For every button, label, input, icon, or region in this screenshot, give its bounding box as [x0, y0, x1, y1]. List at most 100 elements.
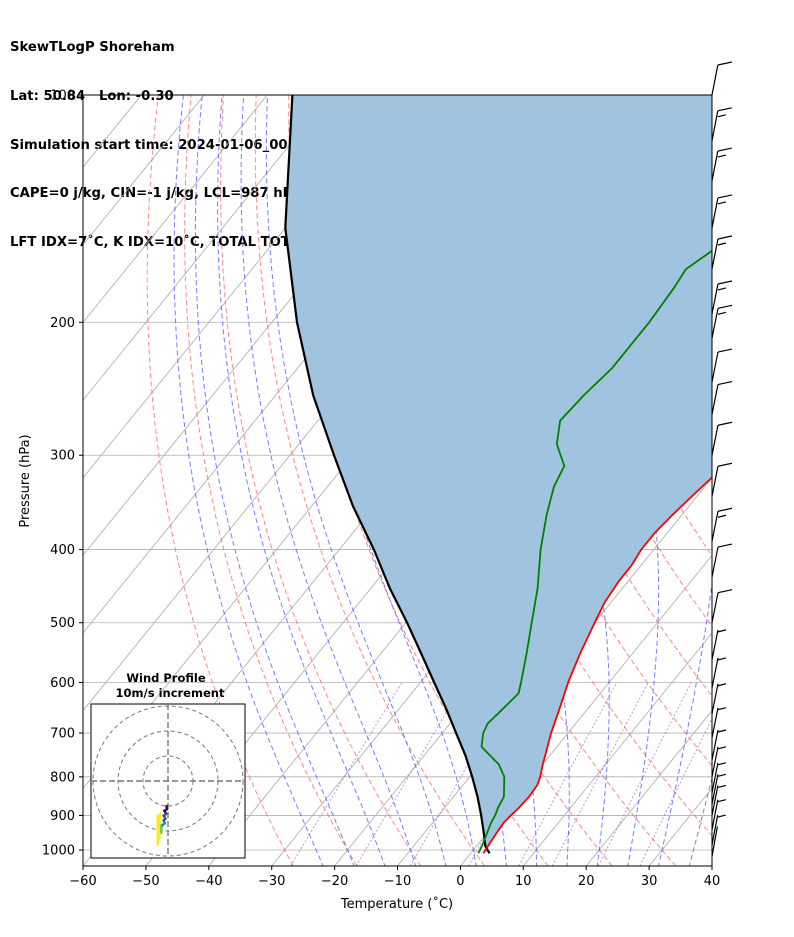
wind-barb-half — [717, 799, 726, 803]
wind-barb-shaft — [711, 64, 719, 96]
wind-barb-half — [717, 657, 727, 661]
wind-barb-shaft — [711, 466, 719, 497]
wind-barb — [711, 762, 727, 793]
moist-adiabat — [265, 95, 447, 866]
wind-barb-flag — [717, 280, 733, 285]
moist-adiabat — [173, 95, 324, 866]
wind-barb — [711, 629, 727, 661]
wind-barb — [711, 61, 732, 96]
wind-barb — [711, 107, 732, 141]
isotherm-line — [775, 95, 794, 866]
wind-barb-shaft — [711, 150, 719, 182]
wind-barb-flag — [717, 462, 733, 467]
wind-barb-flag — [717, 194, 733, 199]
dry-adiabat — [711, 95, 712, 97]
y-tick-label: 300 — [50, 449, 75, 464]
wind-barb — [711, 773, 727, 805]
wind-barb-shaft — [711, 762, 719, 793]
wind-barb — [711, 421, 733, 456]
x-axis: −60 −50 −40 −30 −20 −10 0 10 20 30 40 — [69, 866, 720, 889]
x-tick-label: −30 — [258, 874, 285, 889]
inset-subtitle: 10m/s increment — [116, 686, 225, 700]
wind-barb-half — [717, 287, 727, 291]
chart-title: SkewTLogP Shoreham — [10, 40, 175, 56]
profile-lines — [284, 95, 712, 854]
wind-barb-half — [717, 629, 727, 633]
isotherm-line — [711, 865, 712, 866]
wind-barb-flag — [717, 507, 733, 512]
dry-adiabat — [777, 95, 794, 866]
wind-barb-flag — [717, 304, 733, 309]
wind-barb-half — [717, 201, 727, 205]
wind-barb-flag — [717, 235, 733, 240]
dry-adiabat — [184, 95, 358, 866]
y-tick-label: 100 — [50, 89, 75, 104]
y-tick-label: 1000 — [42, 844, 75, 859]
y-tick-label: 500 — [50, 616, 75, 631]
wind-barb — [711, 348, 733, 383]
dry-adiabat — [220, 95, 422, 866]
y-tick-label: 600 — [50, 676, 75, 691]
wind-barb-flag — [717, 61, 732, 66]
wind-barb — [711, 304, 733, 339]
wind-barb-shaft — [711, 351, 719, 383]
parcel-path-line — [284, 95, 491, 854]
moist-adiabat — [240, 95, 417, 866]
wind-barb-flag — [717, 421, 733, 426]
wind-barb — [711, 280, 733, 315]
wind-barb — [711, 462, 733, 497]
wind-barb — [711, 799, 726, 830]
wind-barb — [711, 235, 733, 270]
mixing-ratio-line — [639, 717, 712, 866]
wind-barb — [711, 543, 733, 578]
wind-barb-half — [717, 683, 727, 687]
wind-barb — [711, 589, 733, 623]
wind-barb — [711, 147, 732, 182]
wind-barb — [711, 507, 733, 542]
wind-barb-half — [717, 762, 727, 766]
mixing-ratio-line — [355, 682, 465, 866]
y-tick-label: 800 — [50, 770, 75, 785]
wind-barb-flag — [717, 589, 733, 594]
wind-barb-half — [717, 773, 727, 777]
x-tick-label: 20 — [578, 874, 595, 889]
wind-barb-shaft — [711, 110, 719, 141]
wind-barb-half — [717, 707, 727, 711]
mixing-ratio-line — [518, 682, 618, 866]
wind-barb — [711, 683, 727, 714]
wind-barb-half — [717, 814, 726, 818]
inset-title: Wind Profile — [126, 671, 206, 685]
wind-barb — [711, 380, 733, 415]
wind-barb-shaft — [711, 657, 719, 689]
wind-barb — [711, 814, 726, 846]
wind-barb-shaft — [711, 629, 719, 661]
x-tick-label: −60 — [69, 874, 96, 889]
x-tick-label: −10 — [384, 874, 411, 889]
wind-barb — [711, 657, 727, 689]
wind-barb — [711, 194, 733, 229]
x-axis-label: Temperature (˚C) — [340, 896, 453, 912]
moist-adiabat — [720, 95, 794, 868]
dry-adiabat — [418, 95, 712, 767]
y-tick-label: 900 — [50, 809, 75, 824]
dry-adiabat — [745, 95, 794, 866]
wind-barb-shaft — [711, 785, 719, 816]
wind-barb-shaft — [711, 511, 719, 542]
temperature-line — [482, 476, 712, 854]
isotherm-line — [83, 95, 268, 324]
wind-barb-shaft — [711, 197, 719, 229]
wind-barb-flag — [717, 543, 733, 548]
moist-adiabat — [194, 95, 355, 866]
x-tick-label: 40 — [704, 874, 721, 889]
y-axis-label: Pressure (hPa) — [18, 434, 33, 527]
wind-barb-shaft — [711, 384, 719, 415]
wind-barb-half — [717, 311, 727, 315]
x-tick-label: 0 — [456, 874, 464, 889]
y-tick-label: 200 — [50, 316, 75, 331]
wind-barb-shaft — [711, 799, 719, 830]
location-line: Lat: 50.84 Lon: -0.30 — [10, 89, 174, 104]
wind-barb-shaft — [711, 729, 719, 761]
wind-barb-half — [717, 114, 726, 118]
wind-barb-flag — [717, 147, 732, 152]
